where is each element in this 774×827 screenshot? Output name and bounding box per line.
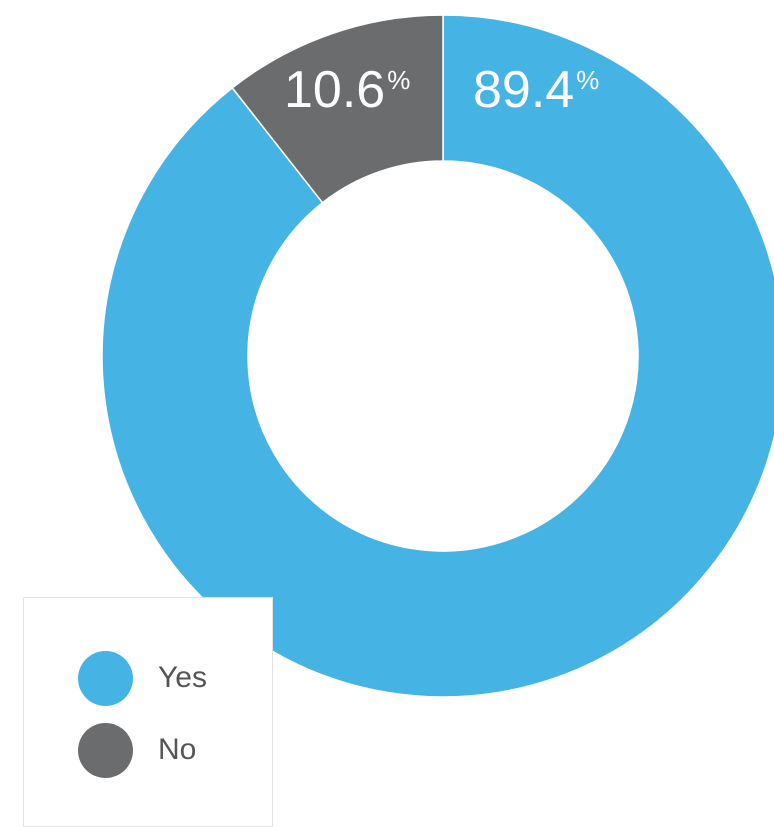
donut-chart: 89.4% 10.6% Yes No — [23, 14, 774, 827]
slice-value-label-yes: 89.4% — [473, 61, 599, 119]
donut-slice-yes[interactable] — [101, 14, 774, 698]
legend-label-no: No — [158, 733, 197, 766]
donut-chart-svg: 89.4% 10.6% — [101, 14, 774, 698]
legend-item-yes[interactable]: Yes — [78, 650, 207, 706]
legend-swatch-yes — [78, 650, 133, 706]
donut-slice-no[interactable] — [231, 14, 444, 204]
slice-value-label-no: 10.6% — [284, 61, 410, 119]
legend-item-no[interactable]: No — [78, 722, 196, 778]
chart-legend: Yes No — [23, 597, 273, 827]
legend-swatch-no — [78, 722, 133, 778]
legend-label-yes: Yes — [158, 661, 207, 694]
